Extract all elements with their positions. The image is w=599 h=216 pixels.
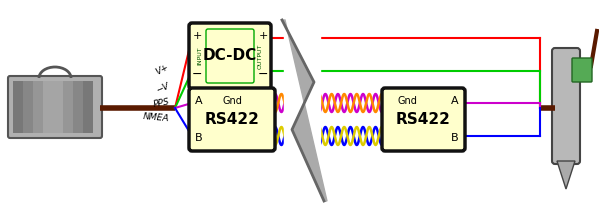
Text: RS422: RS422: [205, 112, 259, 127]
Text: +: +: [192, 31, 202, 41]
FancyBboxPatch shape: [189, 23, 271, 89]
Text: −: −: [192, 67, 202, 81]
Text: −V: −V: [154, 81, 170, 95]
Bar: [63, 81, 73, 133]
Bar: [13, 81, 23, 133]
Text: A: A: [195, 96, 203, 106]
FancyBboxPatch shape: [552, 48, 580, 164]
Text: −: −: [258, 67, 268, 81]
FancyBboxPatch shape: [189, 88, 275, 151]
Text: RS422: RS422: [396, 112, 451, 127]
Bar: [23, 81, 33, 133]
Bar: [83, 81, 93, 133]
Text: +: +: [258, 31, 268, 41]
Text: B: B: [451, 133, 459, 143]
FancyBboxPatch shape: [572, 58, 592, 82]
Text: B: B: [195, 133, 203, 143]
Text: OUTPUT: OUTPUT: [258, 43, 262, 69]
Text: DC-DC: DC-DC: [203, 49, 257, 64]
Polygon shape: [557, 161, 575, 189]
Text: PPS: PPS: [152, 97, 170, 109]
Bar: [43, 81, 53, 133]
Text: INPUT: INPUT: [198, 47, 202, 65]
Bar: [53, 81, 63, 133]
Text: NMEA: NMEA: [143, 112, 170, 124]
FancyBboxPatch shape: [382, 88, 465, 151]
Text: Gnd: Gnd: [222, 96, 242, 106]
Text: A: A: [451, 96, 459, 106]
Bar: [73, 81, 83, 133]
Bar: [33, 81, 43, 133]
Polygon shape: [282, 20, 327, 201]
FancyBboxPatch shape: [8, 76, 102, 138]
Text: Gnd: Gnd: [397, 96, 417, 106]
Text: V+: V+: [154, 63, 170, 77]
